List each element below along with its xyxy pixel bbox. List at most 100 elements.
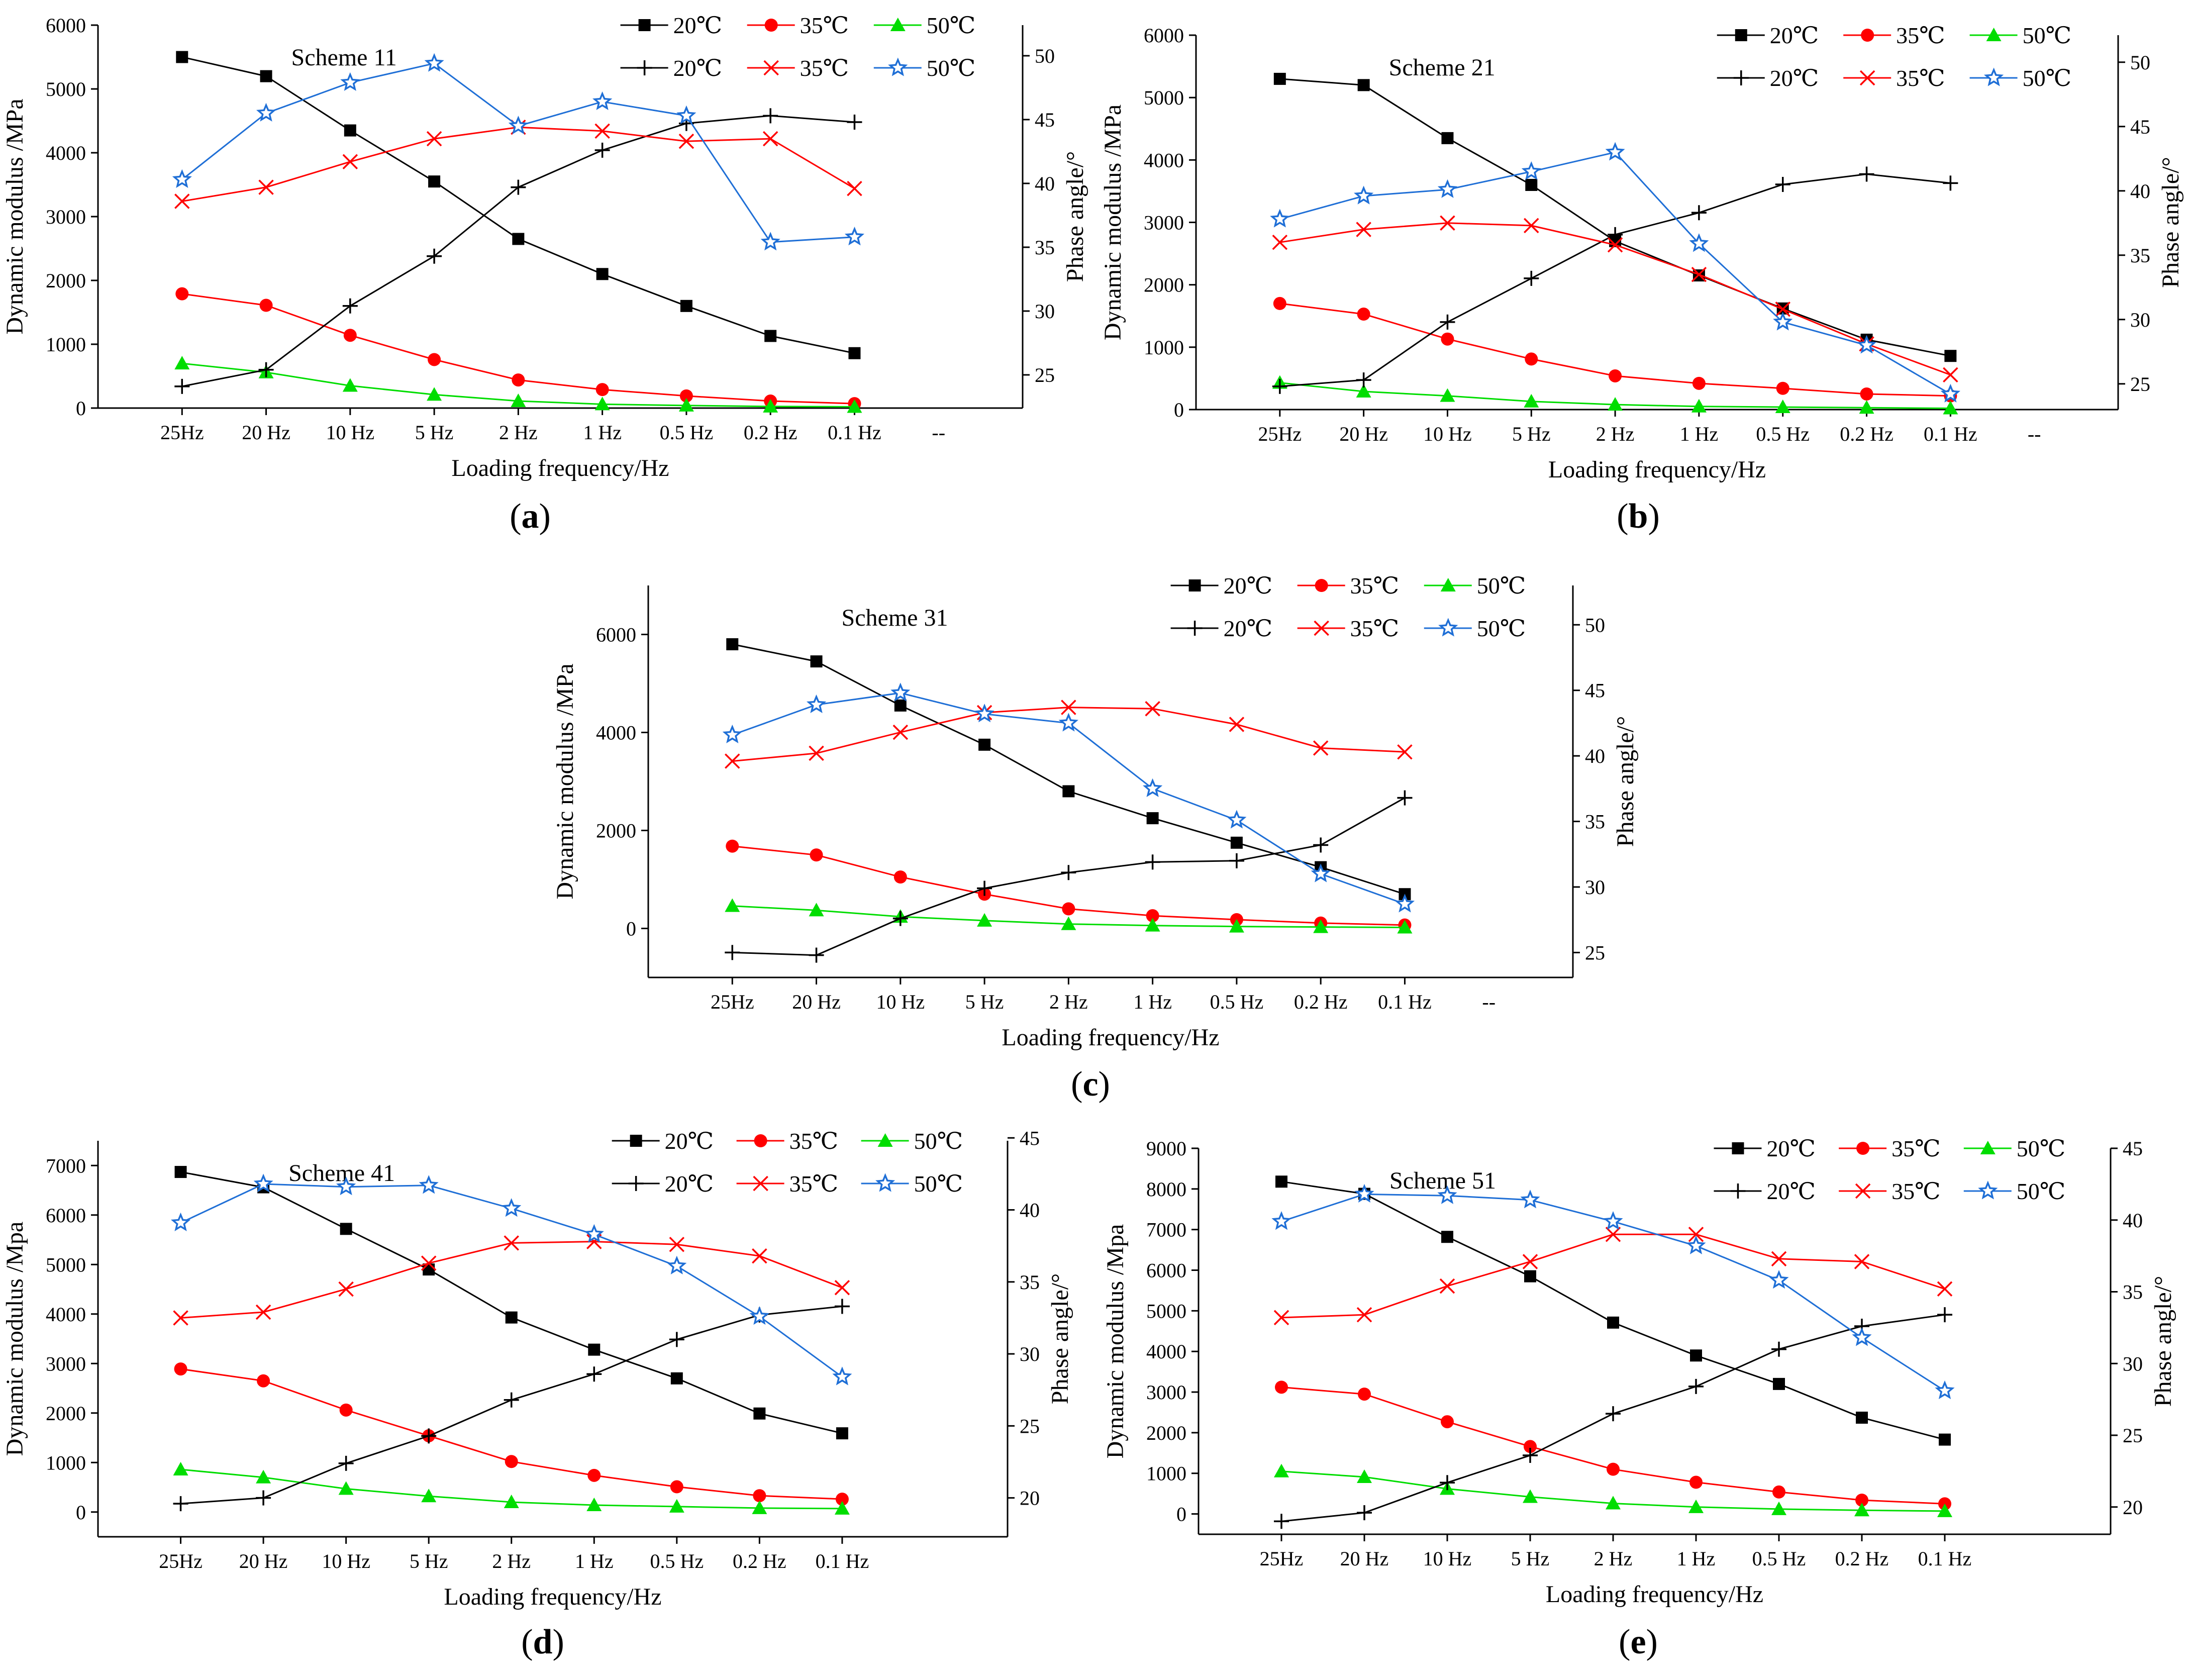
circle-marker	[1525, 352, 1538, 366]
right-tick-label: 20	[1020, 1487, 1040, 1510]
x-tick-label: 20 Hz	[239, 1550, 288, 1572]
legend-label: 20℃	[1766, 1136, 1815, 1161]
star-marker	[1605, 142, 1625, 161]
star-marker	[806, 694, 827, 713]
cross-marker	[752, 1248, 767, 1264]
triangle-marker	[1524, 393, 1539, 408]
left-tick-label: 1000	[46, 333, 86, 356]
triangle-marker	[1313, 919, 1329, 933]
series-line	[1281, 1386, 1945, 1505]
star-marker	[1270, 209, 1290, 228]
left-axis-label: Dynamic modulus /Mpa	[2, 1222, 28, 1456]
circle-marker	[810, 848, 823, 862]
modulus-series-2	[173, 1462, 850, 1515]
triangle-marker	[678, 398, 694, 412]
triangle-marker	[1943, 401, 1958, 415]
square-marker	[1273, 72, 1286, 85]
triangle-marker	[725, 898, 740, 912]
left-tick-label: 6000	[596, 624, 636, 646]
right-tick-label: 40	[1035, 172, 1055, 195]
legend-label: 20℃	[1224, 616, 1272, 641]
cross-marker	[1356, 222, 1371, 237]
circle-marker	[1692, 376, 1706, 390]
cross-marker	[1524, 218, 1539, 234]
cross-marker	[1691, 266, 1707, 282]
left-tick-label: 1000	[1144, 336, 1184, 359]
right-tick-label: 35	[2130, 244, 2150, 267]
caption-open-paren: (	[1617, 497, 1628, 536]
plus-marker	[809, 947, 824, 963]
triangle-marker	[977, 913, 992, 927]
x-tick-label: 10 Hz	[326, 421, 374, 444]
legend: 20℃ 35℃ 50℃ 20℃ 35℃ 50℃	[612, 1128, 963, 1197]
plus-marker	[1771, 1341, 1786, 1357]
circle-marker	[428, 353, 441, 366]
star-marker	[1354, 1183, 1374, 1203]
plus-marker	[1691, 205, 1707, 221]
legend-plus-marker	[1187, 621, 1203, 636]
plus-marker	[977, 880, 992, 896]
legend-cross-marker	[1855, 1183, 1871, 1199]
square-marker	[1146, 812, 1159, 825]
left-axis-label: Dynamic modulus /MPa	[2, 98, 28, 334]
square-marker	[680, 300, 692, 312]
x-tick-label: 20 Hz	[1340, 1547, 1389, 1570]
triangle-marker	[174, 356, 190, 370]
caption-open-paren: (	[510, 497, 521, 536]
cross-marker	[421, 1255, 437, 1271]
legend-label: 50℃	[914, 1171, 963, 1197]
circle-marker	[1860, 387, 1873, 401]
x-tick-label: 5 Hz	[410, 1550, 448, 1572]
right-tick-label: 25	[1585, 941, 1605, 964]
plus-marker	[1775, 176, 1790, 192]
legend: 20℃ 35℃ 50℃ 20℃ 35℃ 50℃	[1714, 1136, 2065, 1204]
left-tick-label: 2000	[46, 1402, 86, 1425]
square-marker	[1607, 1316, 1619, 1329]
legend-square-marker	[1732, 1142, 1744, 1154]
legend-cross-marker	[753, 1175, 768, 1192]
legend-cross-marker	[1859, 70, 1875, 86]
legend-square-marker	[630, 1135, 642, 1147]
legend-label: 35℃	[1896, 23, 1945, 48]
plus-marker	[669, 1332, 684, 1347]
right-tick-label: 50	[2130, 51, 2150, 74]
x-tick-label: 0.1 Hz	[1918, 1547, 1972, 1570]
star-marker	[1935, 1380, 1955, 1400]
x-tick-label: 0.5 Hz	[1210, 991, 1264, 1013]
cross-marker	[255, 1304, 271, 1320]
square-marker	[1525, 179, 1538, 191]
plus-marker	[834, 1299, 850, 1314]
cross-marker	[809, 745, 824, 761]
square-marker	[423, 1263, 435, 1276]
triangle-marker	[338, 1481, 354, 1495]
series-line	[1281, 1233, 1945, 1319]
right-tick-label: 45	[1585, 679, 1605, 702]
x-tick-label: 0.5 Hz	[650, 1550, 704, 1572]
left-tick-label: 3000	[1146, 1381, 1186, 1404]
modulus-series-2	[174, 356, 862, 413]
phase-series-0	[174, 108, 862, 394]
plus-marker	[1524, 270, 1539, 286]
star-marker	[336, 1176, 356, 1196]
panel-caption: (e)	[1619, 1623, 1658, 1661]
right-tick-label: 45	[1020, 1127, 1040, 1149]
left-tick-label: 0	[76, 1501, 86, 1524]
left-tick-label: 7000	[1146, 1219, 1186, 1241]
star-marker	[1437, 179, 1458, 198]
triangle-marker	[1523, 1489, 1538, 1503]
cross-marker	[1313, 740, 1329, 756]
right-axis-label: Phase angle/°	[1062, 151, 1088, 282]
square-marker	[726, 638, 739, 650]
legend-label: 35℃	[800, 55, 849, 81]
x-tick-label: 1 Hz	[1677, 1547, 1716, 1570]
legend-plus-marker	[637, 60, 652, 75]
left-tick-label: 4000	[46, 142, 86, 164]
plus-marker	[586, 1366, 602, 1382]
cross-marker	[338, 1281, 354, 1297]
cross-marker	[1145, 701, 1160, 717]
legend-label: 50℃	[2023, 23, 2071, 48]
legend-label: 50℃	[914, 1128, 963, 1154]
legend-triangle-marker	[1440, 578, 1456, 591]
circle-marker	[1441, 332, 1454, 346]
plus-marker	[256, 1490, 271, 1506]
